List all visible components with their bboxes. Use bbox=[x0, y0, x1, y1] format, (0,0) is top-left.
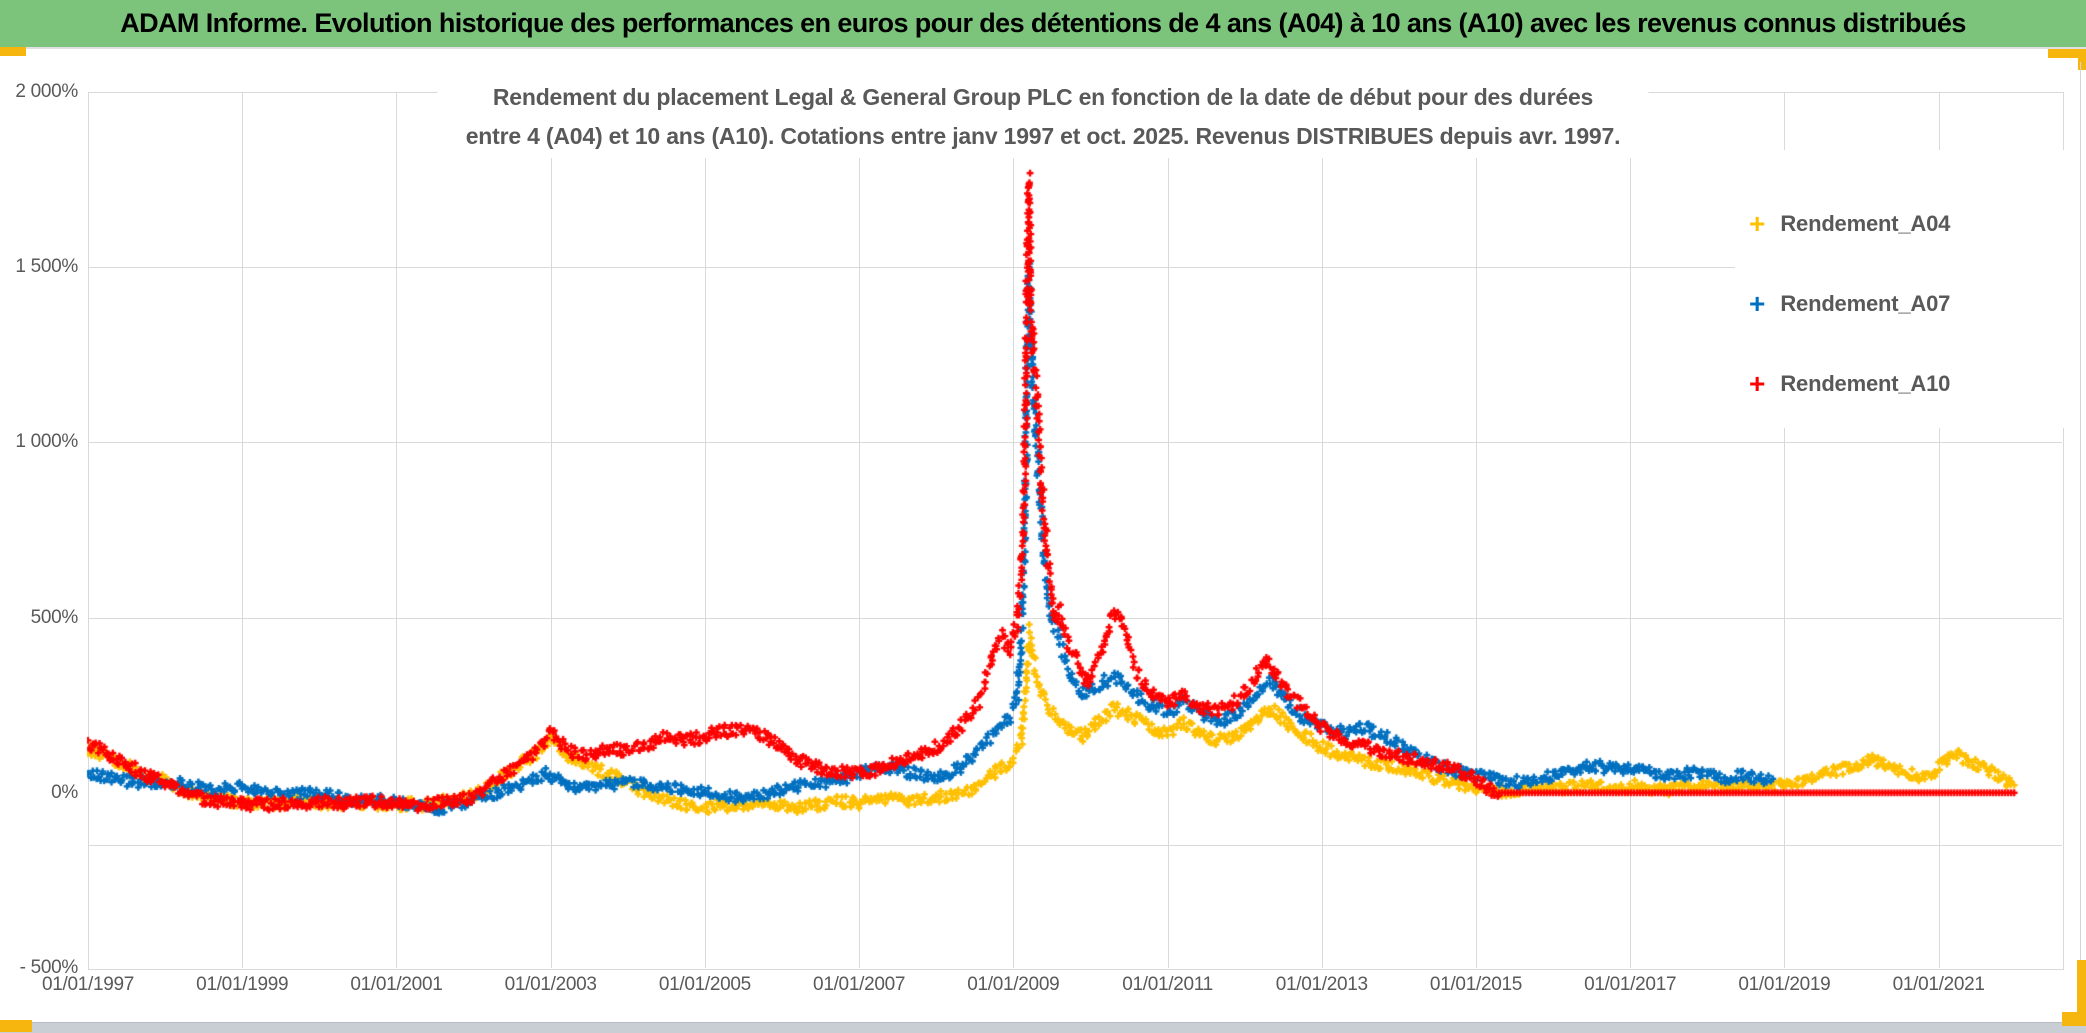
y-tick-label: 1 500% bbox=[15, 256, 78, 278]
x-tick-label: 01/01/2017 bbox=[1584, 974, 1677, 995]
plus-marker-icon: + bbox=[1749, 208, 1766, 239]
y-tick-label: 500% bbox=[30, 606, 79, 628]
chart-title: Rendement du placement Legal & General G… bbox=[437, 76, 1649, 158]
legend-item-a10: + Rendement_A10 bbox=[1749, 367, 1950, 401]
legend: + Rendement_A04 + Rendement_A07 + Rendem… bbox=[1735, 150, 2065, 428]
y-tick-label: 1 000% bbox=[15, 431, 78, 453]
x-tick-label: 01/01/2013 bbox=[1275, 974, 1368, 995]
plus-marker-icon: + bbox=[1749, 288, 1766, 319]
x-tick-label: 01/01/2011 bbox=[1122, 974, 1213, 995]
legend-label: Rendement_A04 bbox=[1780, 211, 1951, 236]
y-tick-label: - 500% bbox=[19, 957, 79, 978]
accent-bottom-right-bar bbox=[2077, 960, 2086, 1018]
legend-label: Rendement_A10 bbox=[1780, 371, 1951, 396]
x-tick-label: 01/01/2015 bbox=[1429, 974, 1523, 995]
accent-bottom-left bbox=[0, 1020, 32, 1032]
x-tick-label: 01/01/1997 bbox=[41, 974, 135, 995]
bottom-status-strip bbox=[0, 1022, 2086, 1033]
legend-item-a07: + Rendement_A07 bbox=[1749, 287, 1950, 321]
plus-marker-icon: + bbox=[1749, 368, 1766, 399]
y-tick-label: 2 000% bbox=[15, 81, 78, 102]
x-tick-label: 01/01/2003 bbox=[504, 974, 597, 995]
x-tick-label: 01/01/1999 bbox=[196, 974, 289, 995]
y-tick-label: 0% bbox=[51, 781, 78, 803]
x-tick-label: 01/01/2009 bbox=[967, 974, 1060, 995]
x-tick-label: 01/01/2001 bbox=[350, 974, 443, 995]
x-tick-label: 01/01/2007 bbox=[813, 974, 906, 995]
x-tick-label: 01/01/2005 bbox=[658, 974, 751, 995]
legend-label: Rendement_A07 bbox=[1780, 291, 1951, 316]
accent-bottom-right-corner bbox=[2062, 1012, 2086, 1026]
chart-title-line1: Rendement du placement Legal & General G… bbox=[492, 84, 1594, 110]
chart-title-line2: entre 4 (A04) et 10 ans (A10). Cotations… bbox=[465, 123, 1621, 149]
x-tick-label: 01/01/2021 bbox=[1892, 974, 1985, 995]
x-tick-label: 01/01/2019 bbox=[1738, 974, 1831, 995]
legend-item-a04: + Rendement_A04 bbox=[1749, 207, 1950, 241]
